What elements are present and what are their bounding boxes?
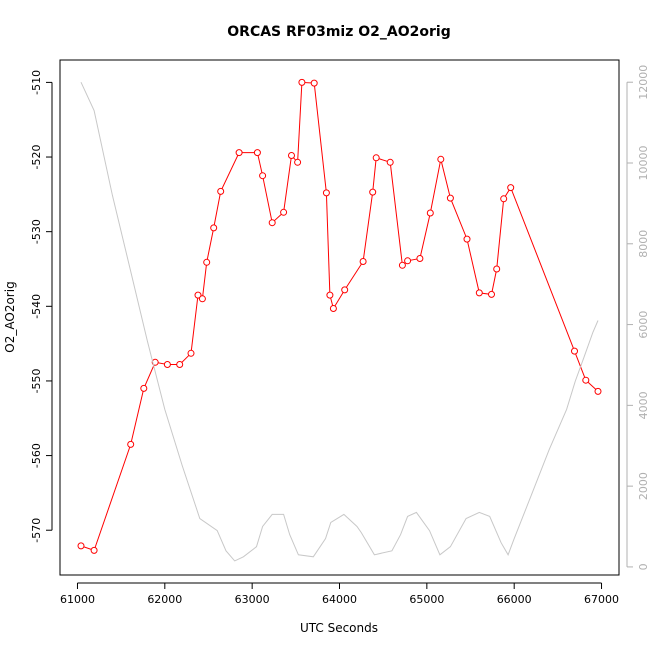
data-point — [203, 258, 211, 266]
y2-tick-label: 6000 — [637, 311, 650, 339]
y-tick-label: -560 — [30, 443, 43, 468]
data-point — [298, 78, 306, 86]
data-point — [77, 542, 85, 550]
y-tick-label: -510 — [30, 70, 43, 95]
x-tick-label: 61000 — [60, 593, 95, 606]
data-point — [210, 224, 218, 232]
y2-tick-label: 4000 — [637, 391, 650, 419]
data-point — [198, 295, 206, 303]
data-point — [280, 208, 288, 216]
data-point — [446, 194, 454, 202]
data-point — [571, 347, 578, 355]
y-tick-label: -570 — [30, 518, 43, 543]
data-point — [288, 152, 295, 159]
data-point — [404, 257, 412, 265]
data-point — [416, 255, 424, 262]
x-tick-label: 65000 — [409, 593, 444, 606]
y2-axis: 0 2000 4000 6000 8000 10000 12000 — [626, 65, 650, 570]
data-point — [359, 258, 367, 265]
data-point — [594, 387, 602, 395]
y2-tick-label: 2000 — [637, 472, 650, 500]
chart-title: ORCAS RF03miz O2_AO2orig — [227, 24, 450, 40]
data-point — [322, 189, 330, 197]
secondary-series-line — [80, 81, 599, 562]
x-tick-label: 66000 — [497, 593, 532, 606]
y-tick-label: -520 — [30, 145, 43, 170]
data-point — [500, 195, 508, 203]
data-point — [507, 184, 515, 192]
y-tick-label: -540 — [30, 294, 43, 319]
data-point — [268, 219, 276, 227]
y2-tick-label: 0 — [637, 563, 650, 570]
primary-series-line — [80, 81, 599, 552]
data-point — [369, 188, 377, 196]
y-tick-label: -530 — [30, 219, 43, 244]
data-point — [127, 440, 135, 448]
data-point — [217, 187, 225, 195]
data-point — [163, 361, 171, 368]
data-point — [310, 79, 318, 87]
data-point — [488, 290, 495, 298]
x-tick-label: 67000 — [584, 593, 619, 606]
data-point — [253, 149, 261, 157]
series-layer — [77, 78, 602, 562]
data-point — [326, 291, 334, 299]
data-point — [294, 158, 302, 166]
data-point — [386, 158, 394, 166]
data-point — [437, 155, 445, 163]
data-point — [582, 376, 590, 384]
data-point — [235, 149, 243, 157]
y-axis: -510 -520 -530 -540 -550 -560 -570 — [30, 70, 53, 543]
x-axis-label: UTC Seconds — [300, 621, 378, 635]
data-point — [194, 291, 202, 299]
data-point — [398, 261, 406, 269]
x-tick-label: 63000 — [235, 593, 270, 606]
y2-tick-label: 8000 — [637, 230, 650, 258]
x-tick-label: 62000 — [147, 593, 182, 606]
data-point — [90, 546, 98, 554]
data-point — [372, 154, 380, 162]
data-point — [140, 384, 148, 392]
data-point — [176, 361, 184, 368]
data-point — [463, 235, 471, 243]
data-point — [341, 286, 349, 294]
y2-tick-label: 12000 — [637, 65, 650, 100]
y2-tick-label: 10000 — [637, 146, 650, 181]
data-point — [475, 289, 483, 297]
x-tick-label: 64000 — [322, 593, 357, 606]
data-point — [493, 265, 501, 273]
data-point — [426, 209, 434, 217]
x-axis: 61000 62000 63000 64000 65000 66000 67000 — [60, 582, 619, 606]
data-point — [259, 172, 267, 180]
y-tick-label: -550 — [30, 368, 43, 393]
data-point — [187, 349, 195, 357]
data-point — [329, 305, 337, 312]
y-axis-label: O2_AO2orig — [3, 281, 17, 352]
plot-frame — [59, 59, 620, 576]
